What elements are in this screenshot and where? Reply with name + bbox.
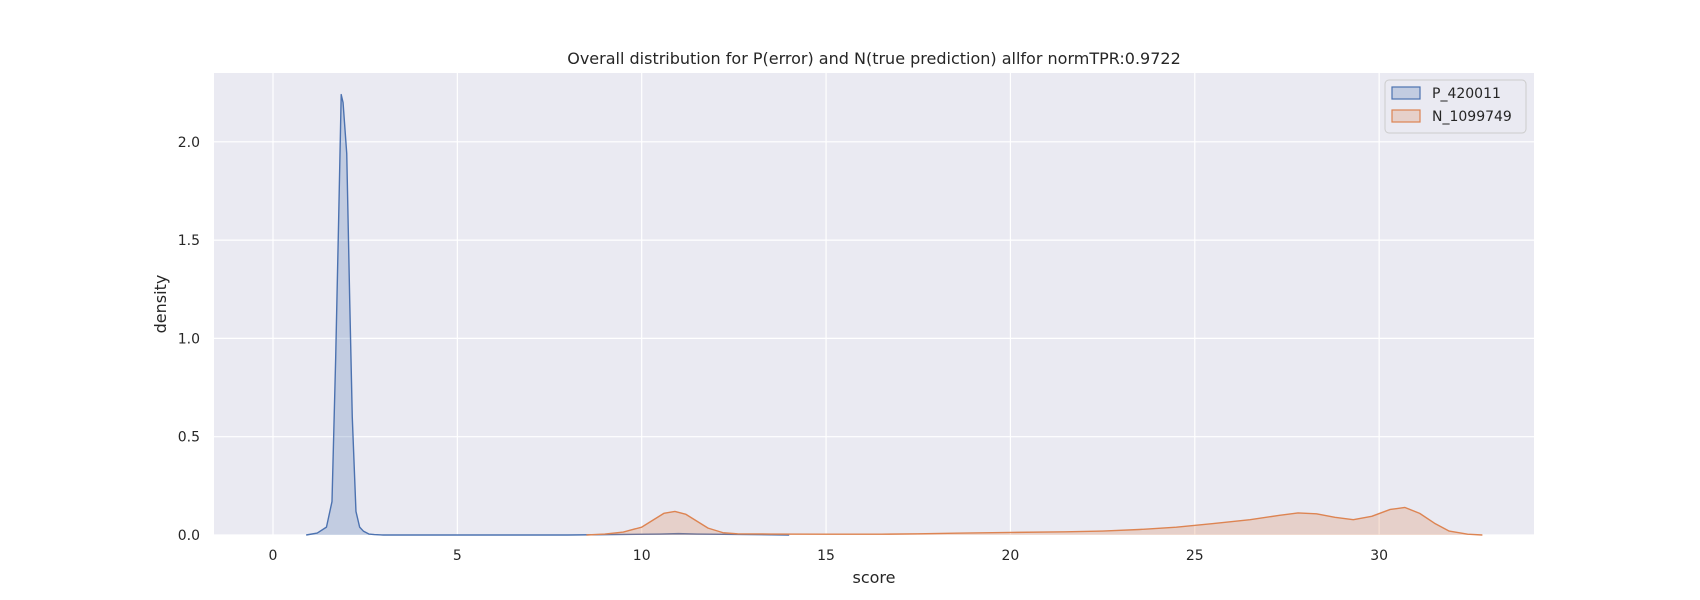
y-tick-label: 0.5	[178, 430, 200, 446]
series-line-p	[306, 93, 790, 536]
series-line-n	[586, 506, 1483, 536]
x-tick-label: 0	[269, 548, 278, 564]
chart-title: Overall distribution for P(error) and N(…	[567, 49, 1181, 68]
series-area-n	[586, 507, 1483, 535]
x-tick-label: 25	[1186, 548, 1204, 564]
series-layer	[306, 93, 1483, 536]
y-tick-label: 0.0	[178, 528, 200, 544]
x-tick-label: 10	[633, 548, 651, 564]
y-tick-label: 1.5	[178, 233, 200, 249]
x-axis-ticks: 0 5 10 15 20 25 30	[269, 548, 1389, 564]
legend-label-p: P_420011	[1432, 86, 1501, 102]
x-tick-label: 30	[1370, 548, 1388, 564]
plot-area	[214, 73, 1534, 535]
x-tick-label: 5	[453, 548, 462, 564]
y-tick-label: 2.0	[178, 135, 200, 151]
legend-swatch-p	[1391, 86, 1421, 100]
legend: P_420011 N_1099749	[1384, 79, 1527, 134]
y-axis-ticks: 0.0 0.5 1.0 1.5 2.0	[178, 135, 200, 544]
x-tick-label: 15	[817, 548, 835, 564]
x-tick-label: 20	[1002, 548, 1020, 564]
y-axis-label: density	[151, 275, 170, 334]
x-axis-label: score	[853, 568, 896, 587]
legend-swatch-n	[1391, 109, 1421, 123]
y-tick-label: 1.0	[178, 331, 200, 347]
legend-label-n: N_1099749	[1432, 109, 1512, 125]
